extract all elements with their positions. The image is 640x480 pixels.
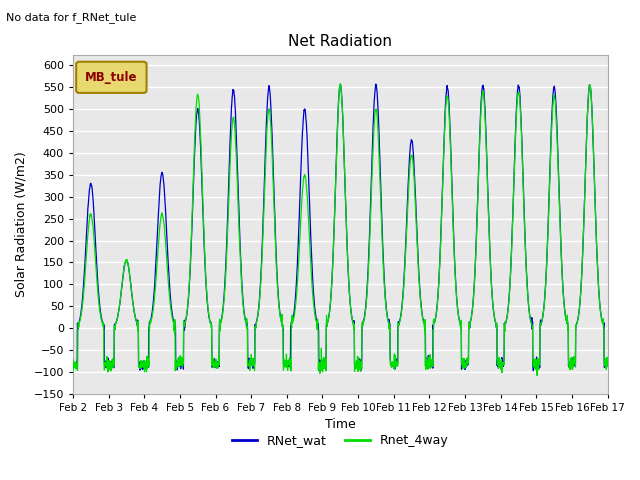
Text: MB_tule: MB_tule <box>85 71 138 84</box>
Y-axis label: Solar Radiation (W/m2): Solar Radiation (W/m2) <box>15 151 28 297</box>
Legend: RNet_wat, Rnet_4way: RNet_wat, Rnet_4way <box>227 429 454 452</box>
X-axis label: Time: Time <box>325 419 356 432</box>
Text: No data for f_RNet_tule: No data for f_RNet_tule <box>6 12 137 23</box>
Title: Net Radiation: Net Radiation <box>288 34 392 49</box>
